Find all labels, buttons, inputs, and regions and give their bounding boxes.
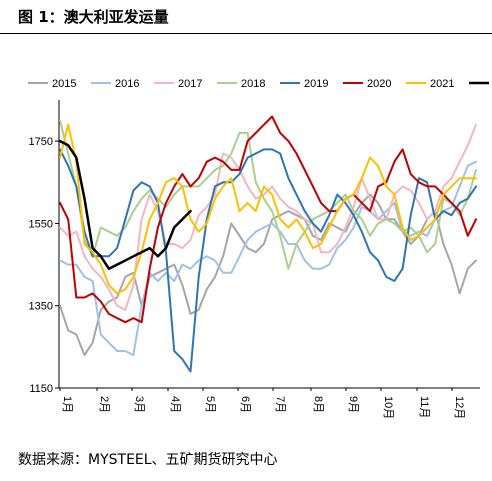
legend-label-2018: 2018 (241, 78, 265, 90)
x-tick-label: 2月 (98, 396, 110, 413)
x-tick-label: 7月 (274, 396, 286, 413)
x-tick-label: 12月 (453, 396, 465, 419)
legend-label-2019: 2019 (304, 78, 328, 90)
legend-label-2020: 2020 (367, 78, 391, 90)
legend-label-2016: 2016 (115, 78, 139, 90)
x-tick-label: 1月 (61, 396, 73, 413)
x-tick-label: 5月 (204, 396, 216, 413)
title-divider (0, 33, 492, 34)
y-tick-label: 1350 (29, 301, 53, 313)
x-tick-label: 11月 (418, 396, 430, 418)
series-line-2022 (58, 139, 192, 270)
axes: 1150 1350 1550 1750 1月 2月 3月 4月 5月 6月 7月 8月 9月 10月 11月… (29, 100, 480, 419)
x-tick-label: 6月 (239, 396, 251, 413)
x-tick-label: 4月 (169, 396, 181, 413)
legend-label-2021: 2021 (430, 78, 454, 90)
series-line-2020 (59, 115, 477, 324)
y-tick-label: 1550 (29, 218, 53, 230)
legend-label-2017: 2017 (178, 78, 202, 90)
series-lines (58, 115, 477, 373)
y-tick-label: 1150 (29, 383, 53, 395)
legend-label-2015: 2015 (52, 78, 76, 90)
x-tick-label: 3月 (133, 396, 145, 413)
series-line-2021 (59, 123, 477, 295)
x-tick-label: 10月 (382, 396, 394, 419)
legend: 20152016201720182019202020212022 (28, 78, 489, 90)
series-line-2019 (59, 148, 477, 373)
series-line-2018 (59, 119, 477, 270)
source-note: 数据来源：MYSTEEL、五矿期货研究中心 (18, 452, 278, 468)
chart-title: 图 1：澳大利亚发运量 (18, 8, 169, 26)
y-tick-label: 1750 (29, 136, 53, 148)
series-line-2015 (59, 193, 477, 357)
x-tick-label: 9月 (347, 396, 359, 413)
x-tick-label: 8月 (312, 396, 324, 413)
